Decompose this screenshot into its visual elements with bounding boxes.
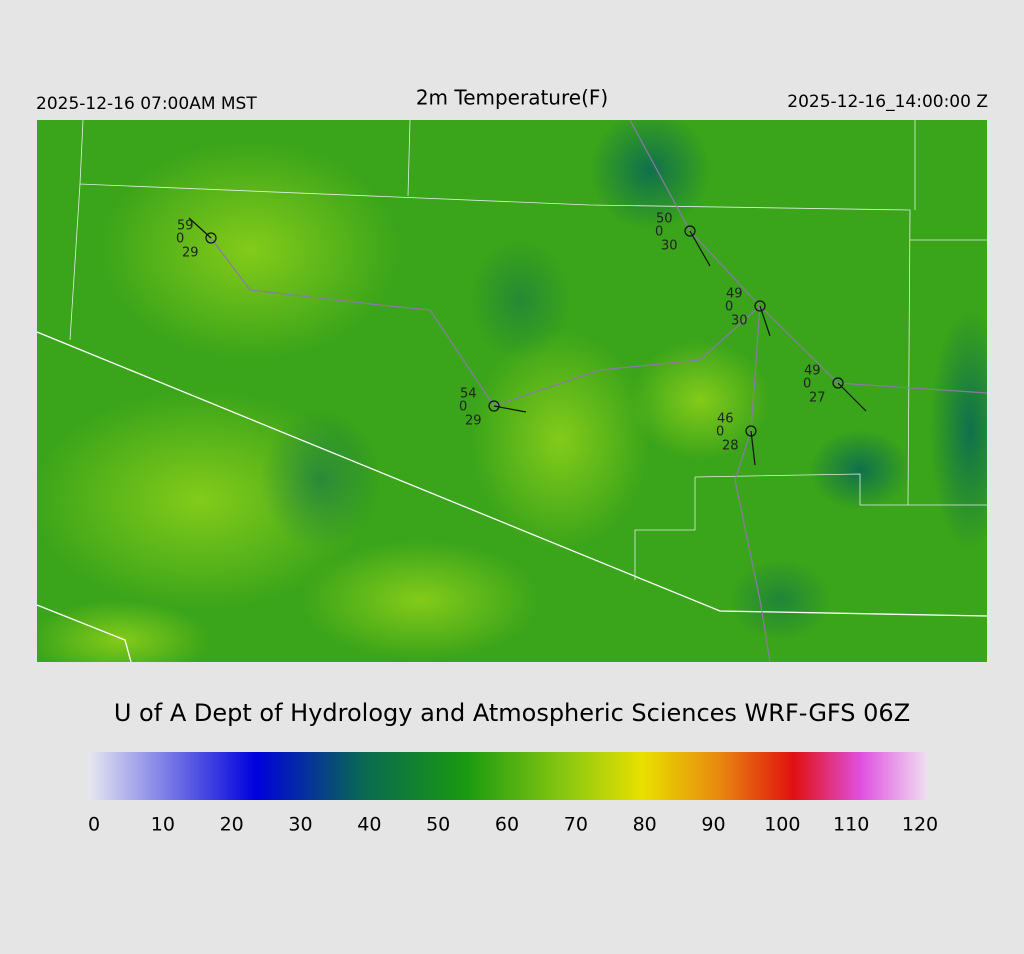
colorbar-tick-label: 100 (764, 814, 800, 836)
station-circle (488, 400, 500, 412)
wind-barb (493, 405, 527, 413)
station-temperature: 46 (717, 412, 734, 427)
station-dewpoint: 29 (465, 414, 482, 429)
station-dewpoint: 27 (809, 391, 826, 406)
colorbar-tick-label: 40 (357, 814, 381, 836)
colorbar-tick-label: 60 (495, 814, 519, 836)
station-middle: 0 (725, 300, 733, 315)
station-circle (205, 232, 217, 244)
wind-barb (689, 230, 711, 267)
colorbar-tick-label: 0 (88, 814, 100, 836)
station-dewpoint: 30 (731, 314, 748, 329)
colorbar-tick-label: 110 (833, 814, 869, 836)
colorbar-tick-label: 120 (902, 814, 938, 836)
station-circle (754, 300, 766, 312)
colorbar-tick-label: 30 (288, 814, 312, 836)
station-middle: 0 (803, 377, 811, 392)
valid-utc: 2025-12-16_14:00:00 Z (787, 92, 988, 112)
station-middle: 0 (459, 400, 467, 415)
station-dewpoint: 30 (661, 239, 678, 254)
colorbar-tick-label: 10 (151, 814, 175, 836)
station-middle: 0 (716, 425, 724, 440)
colorbar-tick-label: 50 (426, 814, 450, 836)
wind-barb (759, 305, 771, 337)
station-circle (832, 377, 844, 389)
wind-barb (188, 217, 212, 239)
map-title: 2m Temperature(F) (416, 86, 608, 110)
valid-local: 2025-12-16 07:00AM MST (36, 94, 257, 114)
wind-barb (837, 382, 867, 412)
credit: U of A Dept of Hydrology and Atmospheric… (114, 699, 910, 727)
station-dewpoint: 28 (722, 439, 739, 454)
station-middle: 0 (176, 232, 184, 247)
station-temperature: 54 (460, 387, 477, 402)
colorbar-tick-label: 70 (564, 814, 588, 836)
station-temperature: 49 (804, 364, 821, 379)
station-temperature: 50 (656, 212, 673, 227)
colorbar (88, 752, 928, 800)
station-temperature: 59 (177, 219, 194, 234)
colorbar-tick-label: 90 (701, 814, 725, 836)
station-temperature: 49 (726, 287, 743, 302)
station-dewpoint: 29 (182, 246, 199, 261)
map (37, 120, 987, 662)
station-middle: 0 (655, 225, 663, 240)
station-circle (684, 225, 696, 237)
colorbar-tick-label: 80 (633, 814, 657, 836)
colorbar-tick-label: 20 (220, 814, 244, 836)
wind-barb (750, 430, 756, 466)
